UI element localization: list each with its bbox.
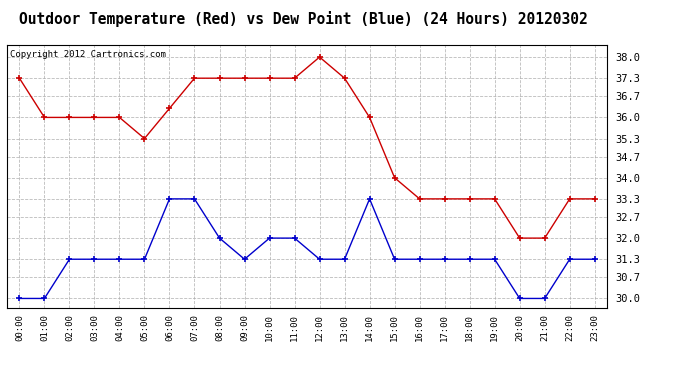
Text: Copyright 2012 Cartronics.com: Copyright 2012 Cartronics.com <box>10 50 166 59</box>
Text: Outdoor Temperature (Red) vs Dew Point (Blue) (24 Hours) 20120302: Outdoor Temperature (Red) vs Dew Point (… <box>19 11 588 27</box>
